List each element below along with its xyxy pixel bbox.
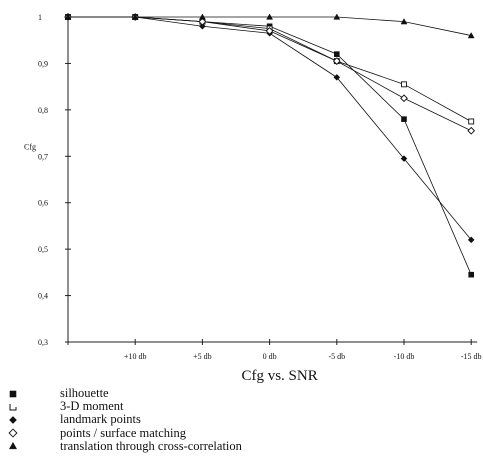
- legend-item-3-d-moment: 3-D moment: [8, 399, 242, 414]
- legend-glyph: [8, 442, 18, 450]
- chart-title: Cfg vs. SNR: [241, 368, 317, 384]
- series-line-silhouette: [68, 16, 472, 275]
- legend-label: silhouette: [60, 386, 109, 401]
- data-point-translation-through-cross-correlation: [64, 13, 72, 20]
- ticks: 0,3 0,4 0,5 0,6 0,7 0,8 0,9 1 +10 db +5 db 0 db -5 …: [38, 13, 482, 361]
- y-tick-label: 0,4: [38, 292, 48, 301]
- axes: [67, 13, 478, 343]
- y-axis-label: Cfg: [24, 142, 36, 151]
- x-tick-label: +5 db: [193, 352, 212, 361]
- data-point-silhouette: [401, 116, 407, 122]
- series-markers: [64, 13, 476, 278]
- legend-label: landmark points: [60, 412, 141, 427]
- legend-label: 3-D moment: [60, 399, 124, 414]
- data-point-points-surface-matching: [332, 57, 341, 65]
- data-point-translation-through-cross-correlation: [467, 32, 475, 39]
- data-point-silhouette: [468, 271, 475, 278]
- legend-item-silhouette: silhouette: [8, 386, 242, 401]
- y-tick-label: 0,5: [38, 245, 48, 254]
- data-point-translation-through-cross-correlation: [131, 13, 139, 20]
- legend-item-landmark-points: landmark points: [8, 412, 242, 427]
- legend-glyph: [8, 428, 18, 438]
- y-tick-label: 0,6: [38, 199, 48, 208]
- data-point-points-surface-matching: [467, 126, 476, 135]
- data-point-landmark-points: [333, 74, 341, 81]
- x-tick-label: -15 db: [461, 352, 482, 361]
- legend-item-translation-through-cross-correlation: translation through cross-correlation: [8, 438, 242, 453]
- legend-marker-icon: [8, 415, 28, 425]
- data-point-points-surface-matching: [265, 27, 274, 35]
- legend-marker-icon: [8, 441, 28, 451]
- legend-item-points-surface-matching: points / surface matching: [8, 425, 242, 440]
- data-point-landmark-points: [199, 22, 206, 30]
- x-tick-label: 0 db: [263, 352, 277, 361]
- data-point-3-d-moment: [401, 81, 407, 88]
- legend-marker-icon: [8, 402, 28, 412]
- x-tick-label: -5 db: [328, 352, 345, 361]
- data-point-translation-through-cross-correlation: [333, 13, 341, 20]
- legend-glyph: [9, 390, 17, 397]
- data-point-points-surface-matching: [198, 17, 207, 26]
- y-tick-label: 1: [38, 13, 42, 22]
- legend-marker-icon: [8, 389, 28, 399]
- y-tick-label: 0,3: [38, 338, 48, 347]
- legend-label: points / surface matching: [60, 425, 187, 440]
- data-point-landmark-points: [400, 155, 408, 162]
- series-line-landmark-points: [68, 16, 472, 241]
- data-point-translation-through-cross-correlation: [400, 18, 408, 25]
- x-tick-label: +10 db: [124, 352, 147, 361]
- legend-glyph: [9, 416, 17, 424]
- data-point-3-d-moment: [468, 118, 475, 125]
- y-tick-label: 0,7: [38, 152, 48, 161]
- legend: silhouette 3-D moment landmark points point…: [8, 386, 242, 453]
- x-tick-label: -10 db: [394, 352, 415, 361]
- legend-marker-icon: [8, 428, 28, 438]
- y-tick-label: 0,9: [38, 59, 48, 68]
- data-point-translation-through-cross-correlation: [266, 13, 274, 20]
- legend-label: translation through cross-correlation: [60, 438, 242, 453]
- series-lines: [68, 16, 472, 275]
- y-tick-label: 0,8: [38, 106, 48, 115]
- data-point-translation-through-cross-correlation: [198, 13, 206, 20]
- data-point-silhouette: [333, 51, 340, 57]
- data-point-points-surface-matching: [400, 94, 408, 103]
- data-point-landmark-points: [467, 236, 475, 244]
